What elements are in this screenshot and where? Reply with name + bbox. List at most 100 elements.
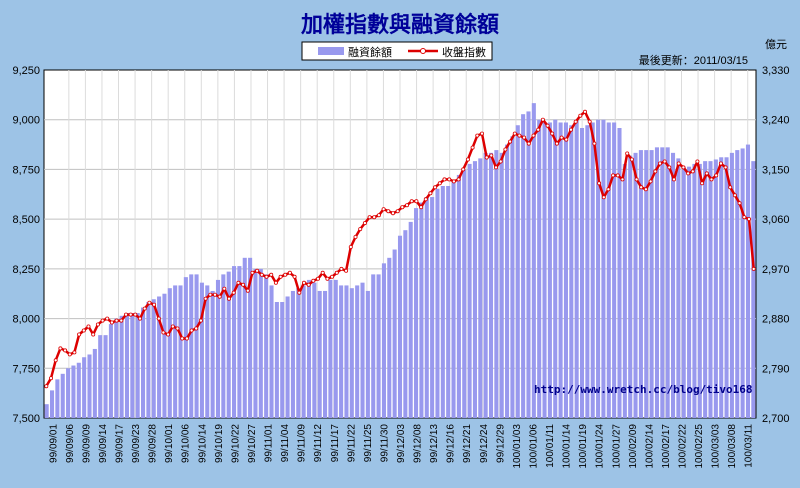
bar xyxy=(248,257,253,418)
line-point xyxy=(161,330,166,335)
x-tick-label: 99/10/27 xyxy=(247,424,258,463)
bar xyxy=(162,293,167,418)
bar xyxy=(617,128,622,418)
bar xyxy=(585,125,590,418)
line-point xyxy=(442,177,447,182)
right-axis-tick-label: 3,240 xyxy=(762,115,790,127)
line-point xyxy=(611,173,616,178)
legend-entry-bar: 融資餘額 xyxy=(348,45,392,59)
bar xyxy=(215,279,221,418)
x-tick-label: 99/12/16 xyxy=(446,424,457,463)
bar xyxy=(178,285,183,418)
line-point xyxy=(306,282,311,287)
line-point xyxy=(531,133,536,138)
bar xyxy=(232,266,237,418)
bar xyxy=(371,274,376,418)
left-axis-tick-label: 8,250 xyxy=(12,264,40,276)
line-point xyxy=(255,268,260,273)
line-point xyxy=(686,171,691,176)
x-axis-ticks: 99/09/01 99/09/06 99/09/09 99/09/14 99/09/17… xyxy=(48,424,754,469)
line-point xyxy=(714,173,719,178)
line-point xyxy=(292,274,297,279)
bar xyxy=(703,161,708,418)
line-point xyxy=(311,278,316,283)
bar xyxy=(408,221,413,418)
right-axis-unit: 億元 xyxy=(765,38,787,51)
x-tick-label: 99/11/04 xyxy=(280,424,291,463)
line-point xyxy=(386,209,391,214)
line-point xyxy=(451,179,456,184)
bar xyxy=(221,274,226,418)
line-point xyxy=(231,290,236,295)
bar xyxy=(167,288,172,418)
line-point xyxy=(508,139,513,144)
bar xyxy=(414,208,419,418)
line-point xyxy=(718,161,723,166)
bar xyxy=(596,119,601,418)
bar xyxy=(708,161,713,418)
line-point xyxy=(681,165,686,170)
line-point xyxy=(226,296,231,301)
line-point xyxy=(156,316,161,321)
line-point xyxy=(606,187,611,192)
bar xyxy=(146,302,151,418)
x-tick-label: 99/09/01 xyxy=(48,424,59,463)
bar xyxy=(355,285,360,418)
line-point xyxy=(86,324,91,329)
bar xyxy=(649,150,654,418)
bar xyxy=(119,315,124,418)
line-point xyxy=(437,181,442,186)
bar xyxy=(226,271,231,418)
line-point xyxy=(470,145,475,150)
line-point xyxy=(751,266,756,271)
bar xyxy=(472,161,477,418)
bar xyxy=(189,274,194,418)
line-point xyxy=(419,205,424,210)
line-point xyxy=(395,209,400,214)
bar xyxy=(724,157,729,418)
bar xyxy=(98,335,103,418)
line-point xyxy=(653,169,658,174)
bar xyxy=(654,147,659,419)
x-tick-label: 99/10/14 xyxy=(197,424,208,463)
line-point xyxy=(180,336,185,341)
line-point xyxy=(278,274,283,279)
left-axis-tick-label: 8,750 xyxy=(12,164,40,176)
x-tick-label: 99/12/08 xyxy=(413,424,424,463)
bar xyxy=(317,290,322,418)
line-point xyxy=(283,272,288,277)
bar xyxy=(76,362,81,418)
line-point xyxy=(212,292,217,297)
bar xyxy=(478,158,483,418)
line-point xyxy=(189,328,194,333)
bar xyxy=(274,302,279,418)
line-point xyxy=(447,177,452,182)
x-tick-label: 100/01/06 xyxy=(528,424,539,469)
bar xyxy=(242,257,247,418)
legend-bar-swatch xyxy=(318,47,344,55)
line-point xyxy=(217,294,222,299)
line-point xyxy=(592,141,597,146)
line-point xyxy=(358,227,363,232)
x-tick-label: 100/02/22 xyxy=(677,424,688,469)
bar xyxy=(574,119,579,418)
line-point xyxy=(203,296,208,301)
bar xyxy=(424,197,429,418)
bar xyxy=(130,313,135,418)
right-axis-tick-label: 2,970 xyxy=(762,264,790,276)
bar xyxy=(103,335,108,418)
line-point xyxy=(423,197,428,202)
bar xyxy=(521,114,526,418)
line-point xyxy=(320,270,325,275)
bar xyxy=(456,174,461,418)
bar xyxy=(612,122,617,418)
bar xyxy=(285,296,290,418)
left-axis-ticks: 9,250 9,000 8,750 8,500 8,250 8,000 7,750 7,500 xyxy=(12,65,40,425)
line-point xyxy=(428,191,433,196)
line-point xyxy=(662,159,667,164)
line-point xyxy=(124,312,129,317)
line-point xyxy=(695,159,700,164)
x-tick-label: 100/02/14 xyxy=(644,424,655,469)
bar xyxy=(87,354,92,418)
x-tick-label: 100/02/09 xyxy=(628,424,639,469)
